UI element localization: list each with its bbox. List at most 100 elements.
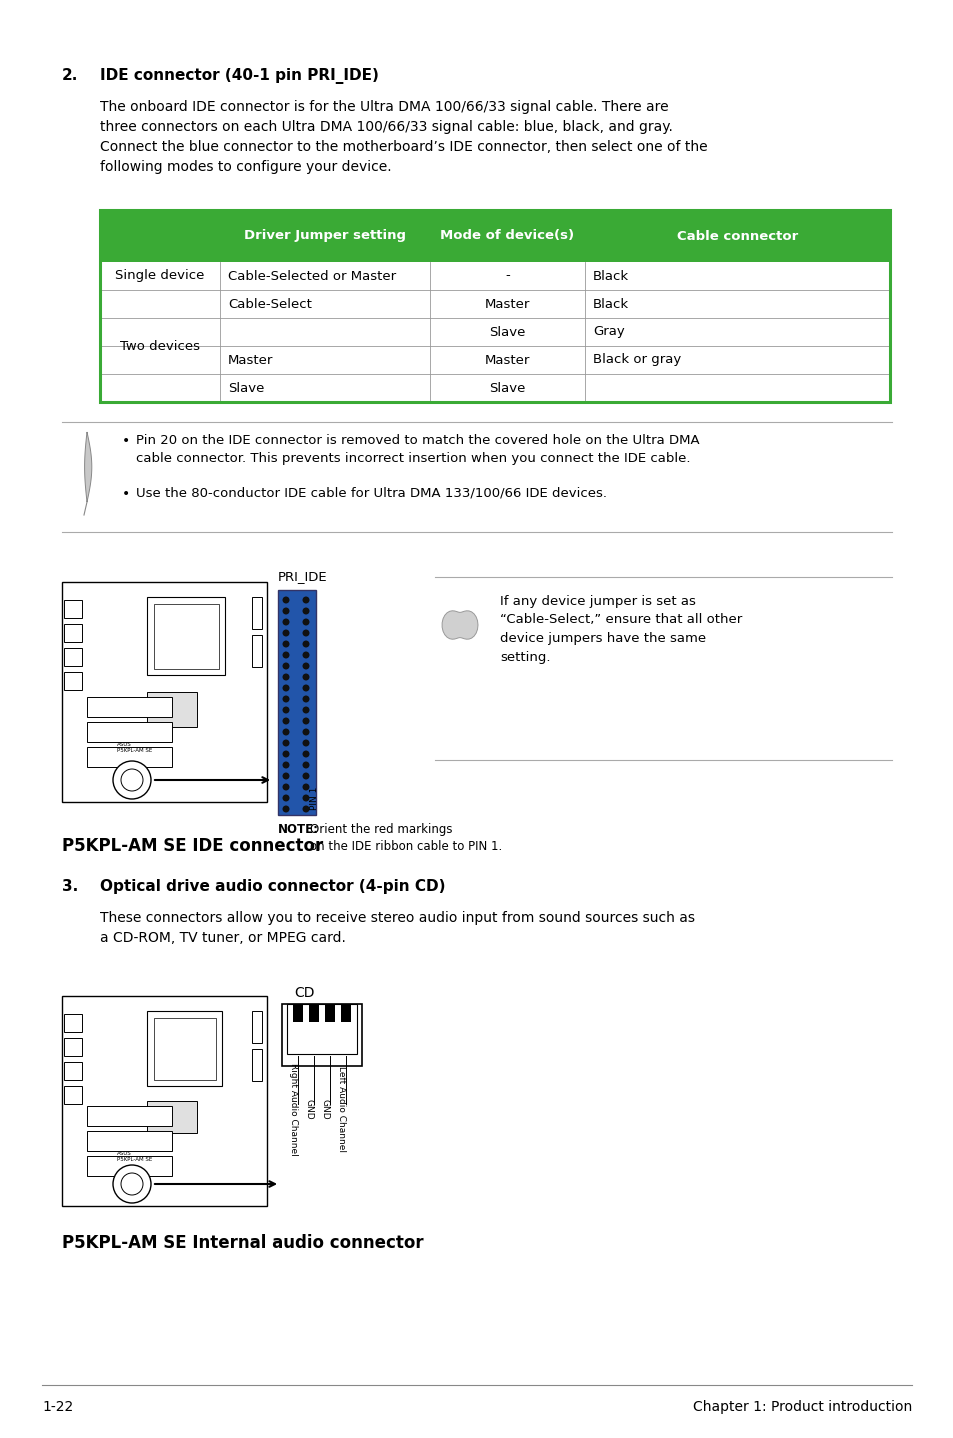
Bar [87,1106,172,1126]
Circle shape [282,663,289,670]
Bar [100,262,889,290]
Text: Gray: Gray [593,325,624,338]
Text: IDE connector (40-1 pin PRI_IDE): IDE connector (40-1 pin PRI_IDE) [100,68,378,83]
Circle shape [282,795,289,801]
Circle shape [282,729,289,735]
Circle shape [302,618,309,626]
Bar [64,672,82,690]
Circle shape [302,640,309,647]
Circle shape [282,640,289,647]
Text: Use the 80-conductor IDE cable for Ultra DMA 133/100/66 IDE devices.: Use the 80-conductor IDE cable for Ultra… [136,487,606,500]
Bar [87,746,172,766]
Circle shape [302,706,309,713]
Bar [309,1004,318,1022]
Bar [87,1156,172,1176]
Text: Driver Jumper setting: Driver Jumper setting [244,230,406,243]
Text: GND: GND [320,1099,330,1119]
Text: CD: CD [294,986,314,999]
Text: 2.: 2. [62,68,78,83]
Text: GND: GND [305,1099,314,1119]
Circle shape [302,729,309,735]
Bar [87,1132,172,1150]
Bar [64,600,82,618]
Circle shape [282,673,289,680]
Circle shape [302,795,309,801]
Text: 1-22: 1-22 [42,1401,73,1414]
Bar [87,697,172,718]
Bar [147,1011,222,1086]
Circle shape [302,630,309,637]
Bar [64,1086,82,1104]
Circle shape [302,651,309,659]
Circle shape [282,630,289,637]
Circle shape [112,761,151,800]
Bar [293,1004,303,1022]
Circle shape [302,663,309,670]
Circle shape [302,718,309,725]
Circle shape [302,684,309,692]
Bar [340,1004,351,1022]
Text: ASUS
P5KPL-AM SE: ASUS P5KPL-AM SE [117,742,152,754]
Circle shape [302,751,309,758]
Text: Master: Master [484,298,530,311]
Text: Black: Black [593,298,628,311]
Circle shape [302,762,309,768]
Circle shape [282,684,289,692]
Text: Orient the red markings
on the IDE ribbon cable to PIN 1.: Orient the red markings on the IDE ribbo… [310,823,501,854]
Text: Cable-Select: Cable-Select [228,298,312,311]
Bar [147,692,196,728]
Bar [64,649,82,666]
Bar [64,624,82,641]
Text: Right Audio Channel: Right Audio Channel [289,1063,297,1155]
Bar [277,590,315,815]
Circle shape [282,618,289,626]
Text: Optical drive audio connector (4-pin CD): Optical drive audio connector (4-pin CD) [100,879,445,894]
Bar [62,997,267,1206]
Text: Two devices: Two devices [120,339,200,352]
Text: PIN 1: PIN 1 [310,787,318,810]
Bar [64,1063,82,1080]
Circle shape [302,696,309,703]
Circle shape [282,597,289,604]
Circle shape [302,772,309,779]
Bar [87,722,172,742]
Text: Slave: Slave [489,325,525,338]
Text: These connectors allow you to receive stereo audio input from sound sources such: These connectors allow you to receive st… [100,912,695,945]
Polygon shape [441,611,477,640]
Bar [100,318,889,347]
Circle shape [282,718,289,725]
Circle shape [282,751,289,758]
Circle shape [282,772,289,779]
Text: P5KPL-AM SE IDE connector: P5KPL-AM SE IDE connector [62,837,323,856]
Bar [62,582,267,802]
Circle shape [282,651,289,659]
Text: PRI_IDE: PRI_IDE [277,569,327,582]
Text: Master: Master [228,354,274,367]
Text: Mode of device(s): Mode of device(s) [440,230,574,243]
Bar [287,1004,356,1054]
Text: Chapter 1: Product introduction: Chapter 1: Product introduction [692,1401,911,1414]
Text: Slave: Slave [228,381,264,394]
Bar [147,597,225,674]
Text: If any device jumper is set as
“Cable-Select,” ensure that all other
device jump: If any device jumper is set as “Cable-Se… [499,595,741,663]
Circle shape [302,739,309,746]
Text: P5KPL-AM SE Internal audio connector: P5KPL-AM SE Internal audio connector [62,1234,423,1252]
Bar [147,1102,196,1133]
Bar [100,210,889,262]
Text: Black or gray: Black or gray [593,354,680,367]
Text: Cable-Selected or Master: Cable-Selected or Master [228,269,395,282]
Circle shape [112,1165,151,1204]
Bar [100,290,889,318]
Circle shape [302,597,309,604]
Text: The onboard IDE connector is for the Ultra DMA 100/66/33 signal cable. There are: The onboard IDE connector is for the Ult… [100,101,707,174]
Text: Left Audio Channel: Left Audio Channel [336,1066,346,1152]
Text: Pin 20 on the IDE connector is removed to match the covered hole on the Ultra DM: Pin 20 on the IDE connector is removed t… [136,434,699,464]
Bar [252,1011,262,1043]
Circle shape [282,784,289,791]
Circle shape [282,739,289,746]
Circle shape [302,784,309,791]
Bar [325,1004,335,1022]
Bar [252,597,262,628]
Circle shape [302,673,309,680]
Polygon shape [85,431,91,502]
